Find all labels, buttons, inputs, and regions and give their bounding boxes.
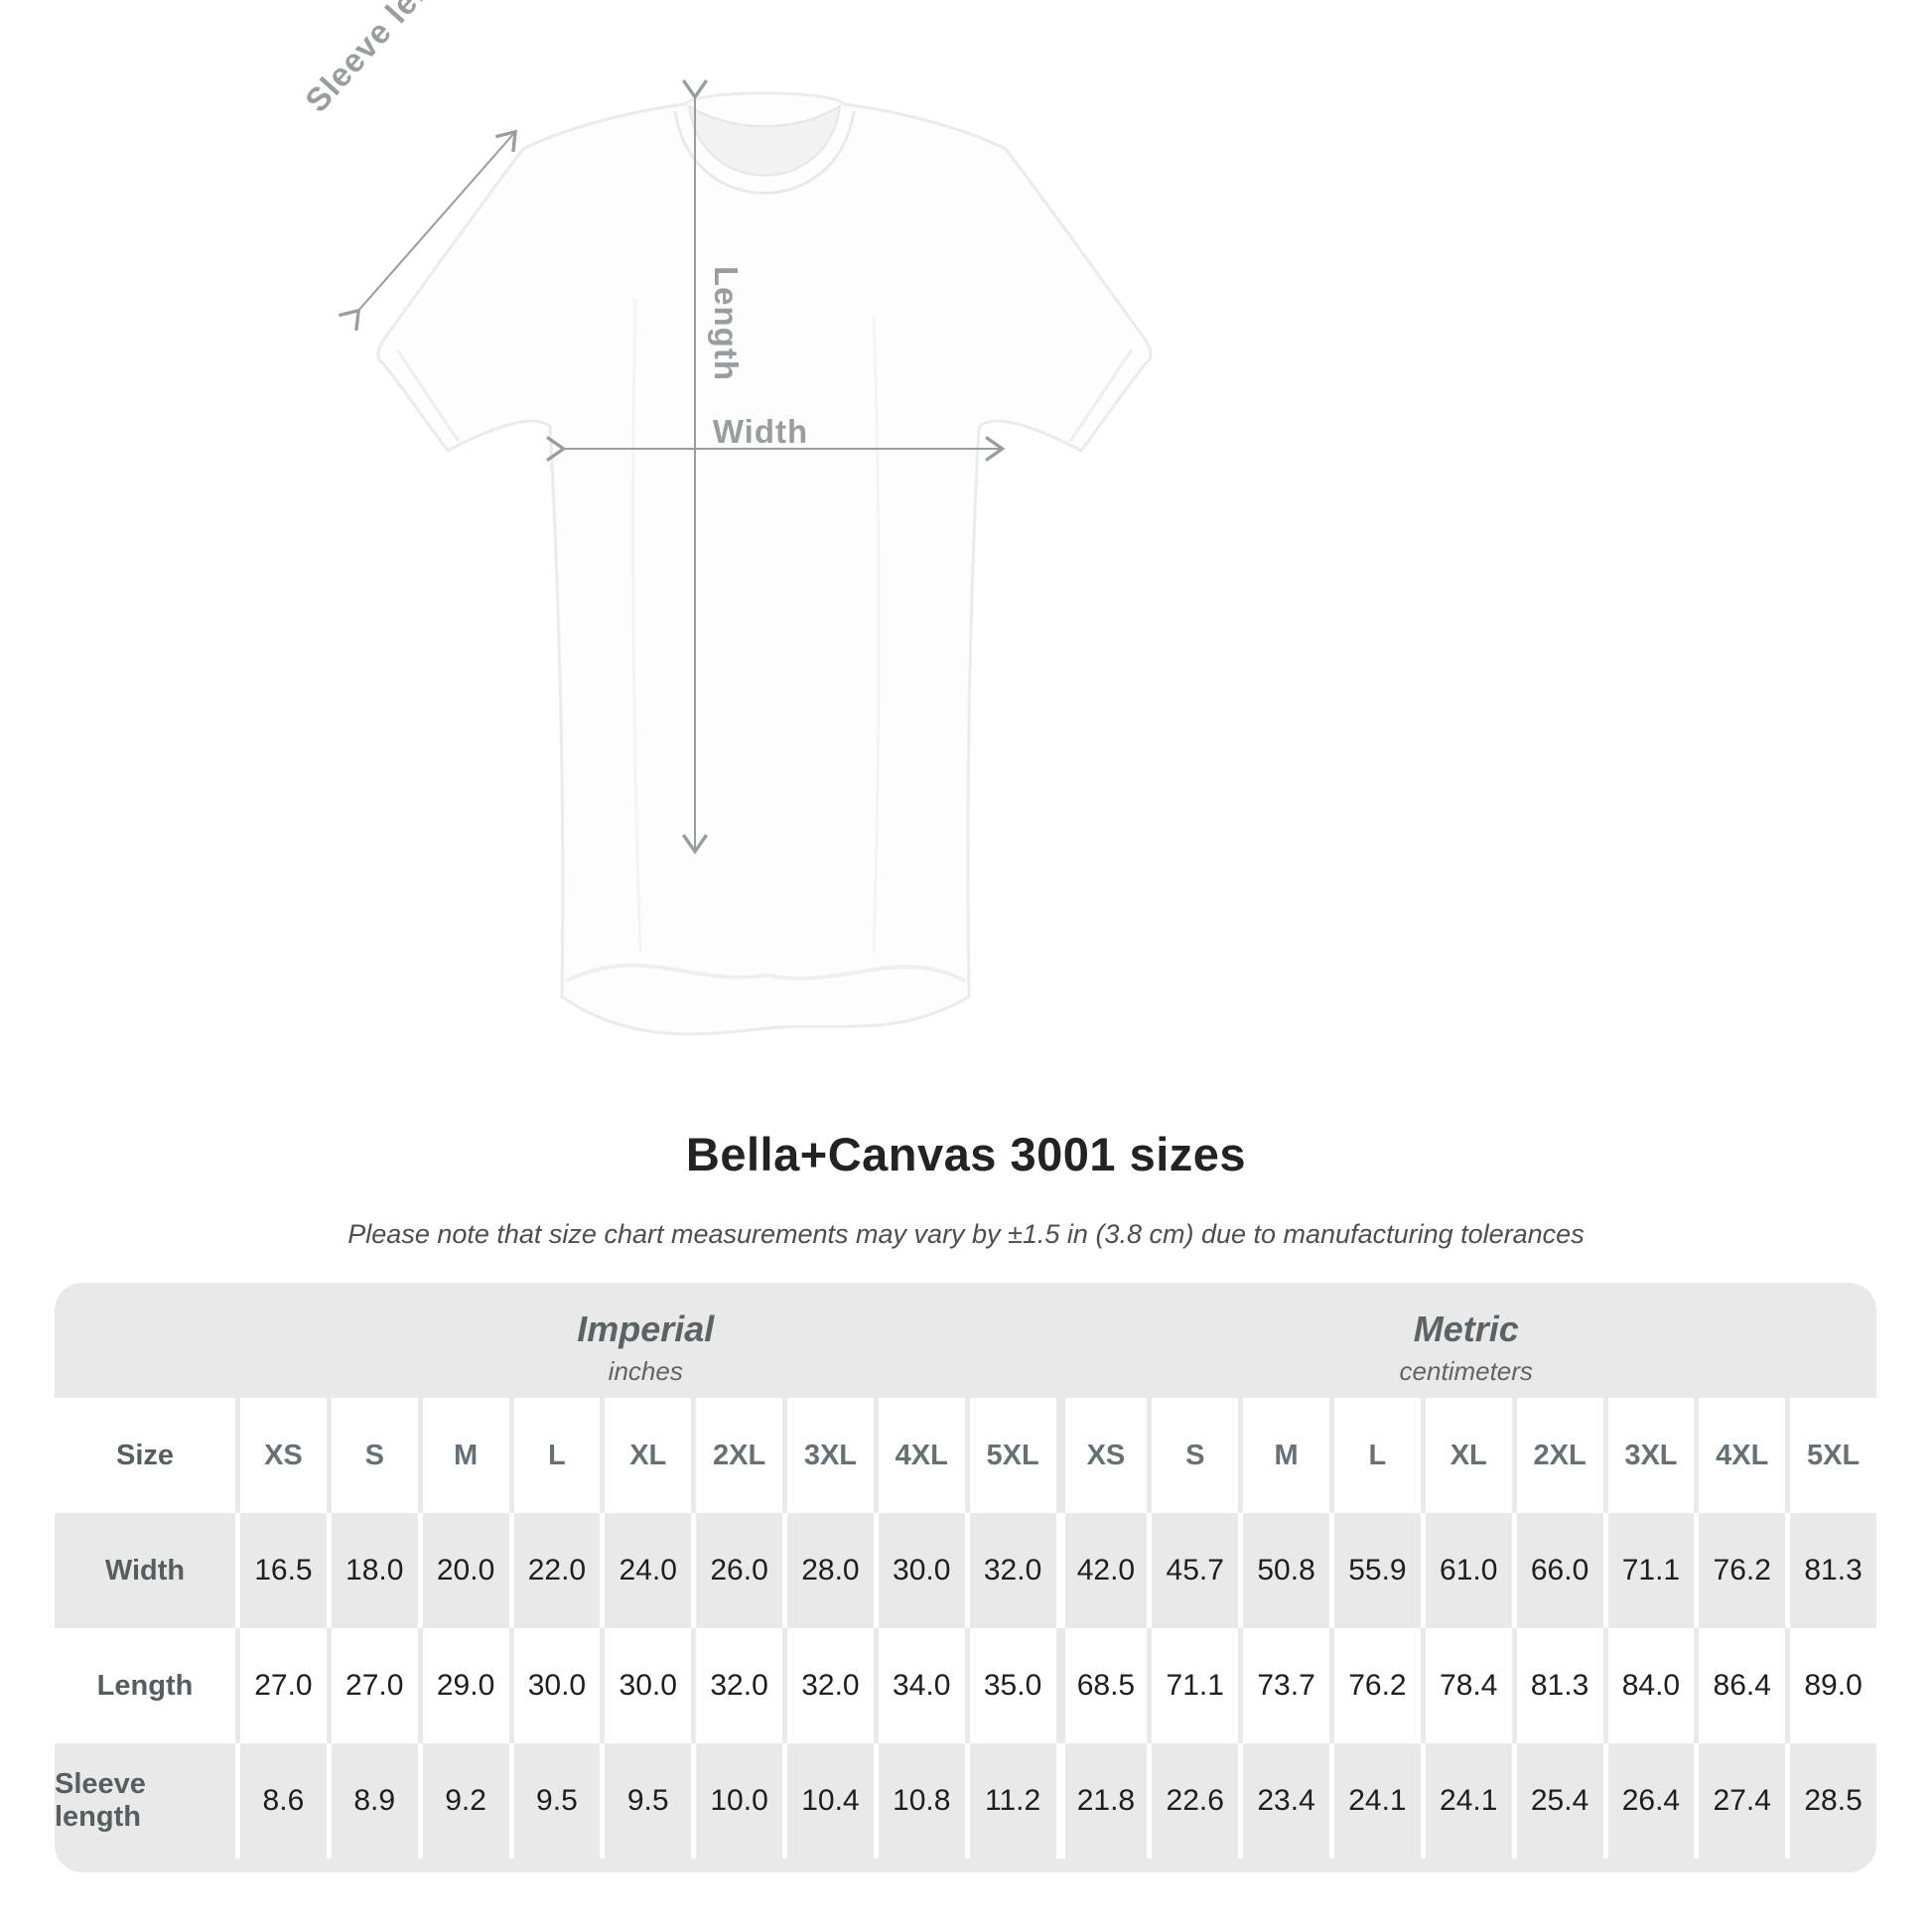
size-col-header: 5XL	[964, 1398, 1056, 1513]
header-spacer	[55, 1283, 235, 1412]
cell-value-metric: 71.1	[1602, 1513, 1695, 1628]
cell-value-metric: 86.4	[1694, 1628, 1786, 1743]
size-table: Imperial inches Metric centimeters Size X…	[55, 1283, 1876, 1872]
width-label: Width	[712, 413, 809, 450]
cell-value-metric: 81.3	[1785, 1513, 1876, 1628]
cell-value-metric: 50.8	[1238, 1513, 1329, 1628]
cell-value-metric: 81.3	[1511, 1628, 1603, 1743]
cell-value-metric: 76.2	[1329, 1628, 1421, 1743]
cell-value-imperial: 10.0	[691, 1743, 782, 1859]
cell-value-imperial: 8.6	[235, 1743, 327, 1859]
cell-value-metric: 71.1	[1147, 1628, 1239, 1743]
cell-value-imperial: 9.5	[508, 1743, 601, 1859]
cell-value-imperial: 10.4	[782, 1743, 874, 1859]
cell-value-imperial: 22.0	[508, 1513, 601, 1628]
cell-value-imperial: 32.0	[964, 1513, 1056, 1628]
cell-value-imperial: 8.9	[326, 1743, 418, 1859]
size-col-header: L	[1329, 1398, 1421, 1513]
cell-value-metric: 42.0	[1055, 1513, 1148, 1628]
length-label: Length	[708, 266, 745, 381]
size-col-header: S	[326, 1398, 418, 1513]
imperial-label: Imperial	[577, 1308, 715, 1349]
size-col-header: 2XL	[691, 1398, 782, 1513]
cell-value-metric: 25.4	[1511, 1743, 1603, 1859]
cell-value-imperial: 30.0	[508, 1628, 601, 1743]
cell-value-imperial: 16.5	[235, 1513, 327, 1628]
tshirt-illustration	[338, 79, 1153, 1035]
cell-value-metric: 84.0	[1602, 1628, 1695, 1743]
size-col-header: 2XL	[1511, 1398, 1603, 1513]
row-label: Sleeve length	[55, 1743, 235, 1859]
cell-value-imperial: 29.0	[417, 1628, 509, 1743]
row-label: Length	[55, 1628, 235, 1743]
metric-unit-label: centimeters	[1399, 1355, 1533, 1386]
size-col-header: M	[1238, 1398, 1329, 1513]
cell-value-imperial: 27.0	[235, 1628, 327, 1743]
cell-value-metric: 66.0	[1511, 1513, 1603, 1628]
size-col-header: M	[417, 1398, 509, 1513]
size-col-header: 5XL	[1785, 1398, 1876, 1513]
cell-value-imperial: 28.0	[782, 1513, 874, 1628]
size-col-header: 4XL	[873, 1398, 965, 1513]
size-col-header: S	[1147, 1398, 1239, 1513]
tshirt-measurement-figure: Sleeve length Length Width	[298, 0, 1153, 1035]
size-col-header: XS	[235, 1398, 327, 1513]
cell-value-metric: 68.5	[1055, 1628, 1148, 1743]
size-col-header: L	[508, 1398, 601, 1513]
cell-value-imperial: 32.0	[691, 1628, 782, 1743]
cell-value-imperial: 20.0	[417, 1513, 509, 1628]
cell-value-metric: 55.9	[1329, 1513, 1421, 1628]
imperial-section-header: Imperial inches	[235, 1283, 1056, 1412]
cell-value-metric: 73.7	[1238, 1628, 1329, 1743]
cell-value-imperial: 30.0	[600, 1628, 692, 1743]
cell-value-metric: 89.0	[1785, 1628, 1876, 1743]
cell-value-metric: 78.4	[1420, 1628, 1512, 1743]
cell-value-metric: 28.5	[1785, 1743, 1876, 1859]
size-row-label: Size	[55, 1398, 235, 1513]
cell-value-metric: 23.4	[1238, 1743, 1329, 1859]
cell-value-metric: 22.6	[1147, 1743, 1239, 1859]
cell-value-imperial: 11.2	[964, 1743, 1056, 1859]
size-col-header: XL	[600, 1398, 692, 1513]
cell-value-imperial: 10.8	[873, 1743, 965, 1859]
sleeve-length-arrow	[338, 129, 518, 332]
size-col-header: 4XL	[1694, 1398, 1786, 1513]
measurement-arrows	[338, 79, 1006, 855]
cell-value-imperial: 27.0	[326, 1628, 418, 1743]
cell-value-imperial: 30.0	[873, 1513, 965, 1628]
metric-label: Metric	[1413, 1308, 1519, 1349]
cell-value-metric: 26.4	[1602, 1743, 1695, 1859]
cell-value-metric: 27.4	[1694, 1743, 1786, 1859]
size-col-header: XL	[1420, 1398, 1512, 1513]
cell-value-imperial: 26.0	[691, 1513, 782, 1628]
cell-value-imperial: 18.0	[326, 1513, 418, 1628]
cell-value-metric: 24.1	[1420, 1743, 1512, 1859]
size-col-header: 3XL	[782, 1398, 874, 1513]
cell-value-imperial: 9.5	[600, 1743, 692, 1859]
imperial-unit-label: inches	[608, 1355, 683, 1386]
cell-value-metric: 61.0	[1420, 1513, 1512, 1628]
metric-section-header: Metric centimeters	[1056, 1283, 1877, 1412]
page-title: Bella+Canvas 3001 sizes	[685, 1128, 1247, 1180]
cell-value-metric: 45.7	[1147, 1513, 1239, 1628]
size-col-header: XS	[1055, 1398, 1148, 1513]
cell-value-metric: 21.8	[1055, 1743, 1148, 1859]
cell-value-metric: 76.2	[1694, 1513, 1786, 1628]
tolerance-note: Please note that size chart measurements…	[347, 1219, 1585, 1249]
tshirt-shape	[376, 91, 1153, 1035]
cell-value-imperial: 35.0	[964, 1628, 1056, 1743]
cell-value-metric: 24.1	[1329, 1743, 1421, 1859]
cell-value-imperial: 32.0	[782, 1628, 874, 1743]
row-label: Width	[55, 1513, 235, 1628]
cell-value-imperial: 9.2	[417, 1743, 509, 1859]
cell-value-imperial: 34.0	[873, 1628, 965, 1743]
size-col-header: 3XL	[1602, 1398, 1695, 1513]
cell-value-imperial: 24.0	[600, 1513, 692, 1628]
